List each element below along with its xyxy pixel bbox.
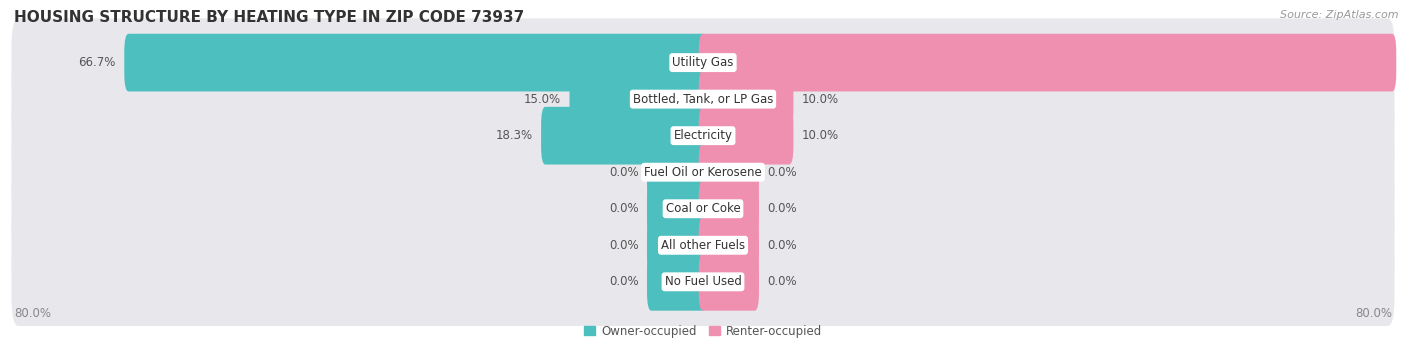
Text: 66.7%: 66.7%: [79, 56, 115, 69]
Text: All other Fuels: All other Fuels: [661, 239, 745, 252]
Text: 0.0%: 0.0%: [768, 202, 797, 215]
FancyBboxPatch shape: [647, 143, 707, 201]
FancyBboxPatch shape: [699, 34, 1396, 91]
Text: Electricity: Electricity: [673, 129, 733, 142]
FancyBboxPatch shape: [647, 217, 707, 274]
FancyBboxPatch shape: [699, 217, 759, 274]
FancyBboxPatch shape: [699, 70, 793, 128]
FancyBboxPatch shape: [11, 128, 1395, 217]
Text: 15.0%: 15.0%: [524, 93, 561, 106]
FancyBboxPatch shape: [11, 165, 1395, 253]
FancyBboxPatch shape: [11, 201, 1395, 290]
FancyBboxPatch shape: [647, 180, 707, 238]
FancyBboxPatch shape: [11, 18, 1395, 107]
Text: Fuel Oil or Kerosene: Fuel Oil or Kerosene: [644, 166, 762, 179]
FancyBboxPatch shape: [647, 253, 707, 311]
FancyBboxPatch shape: [124, 34, 707, 91]
Text: Source: ZipAtlas.com: Source: ZipAtlas.com: [1281, 10, 1399, 20]
Text: 18.3%: 18.3%: [495, 129, 533, 142]
Text: 10.0%: 10.0%: [801, 129, 839, 142]
Text: 0.0%: 0.0%: [768, 239, 797, 252]
Text: 0.0%: 0.0%: [609, 275, 638, 288]
FancyBboxPatch shape: [699, 143, 759, 201]
Text: 80.0%: 80.0%: [1355, 307, 1392, 320]
Text: HOUSING STRUCTURE BY HEATING TYPE IN ZIP CODE 73937: HOUSING STRUCTURE BY HEATING TYPE IN ZIP…: [14, 10, 524, 25]
FancyBboxPatch shape: [541, 107, 707, 165]
FancyBboxPatch shape: [699, 253, 759, 311]
FancyBboxPatch shape: [699, 180, 759, 238]
FancyBboxPatch shape: [11, 238, 1395, 326]
Text: Utility Gas: Utility Gas: [672, 56, 734, 69]
Text: 0.0%: 0.0%: [609, 202, 638, 215]
Text: 0.0%: 0.0%: [609, 239, 638, 252]
Text: 0.0%: 0.0%: [609, 166, 638, 179]
FancyBboxPatch shape: [569, 70, 707, 128]
Text: 80.0%: 80.0%: [14, 307, 51, 320]
FancyBboxPatch shape: [699, 107, 793, 165]
Text: 10.0%: 10.0%: [801, 93, 839, 106]
Legend: Owner-occupied, Renter-occupied: Owner-occupied, Renter-occupied: [583, 325, 823, 338]
FancyBboxPatch shape: [11, 91, 1395, 180]
Text: Coal or Coke: Coal or Coke: [665, 202, 741, 215]
FancyBboxPatch shape: [11, 55, 1395, 143]
Text: No Fuel Used: No Fuel Used: [665, 275, 741, 288]
Text: 0.0%: 0.0%: [768, 275, 797, 288]
Text: Bottled, Tank, or LP Gas: Bottled, Tank, or LP Gas: [633, 93, 773, 106]
Text: 0.0%: 0.0%: [768, 166, 797, 179]
